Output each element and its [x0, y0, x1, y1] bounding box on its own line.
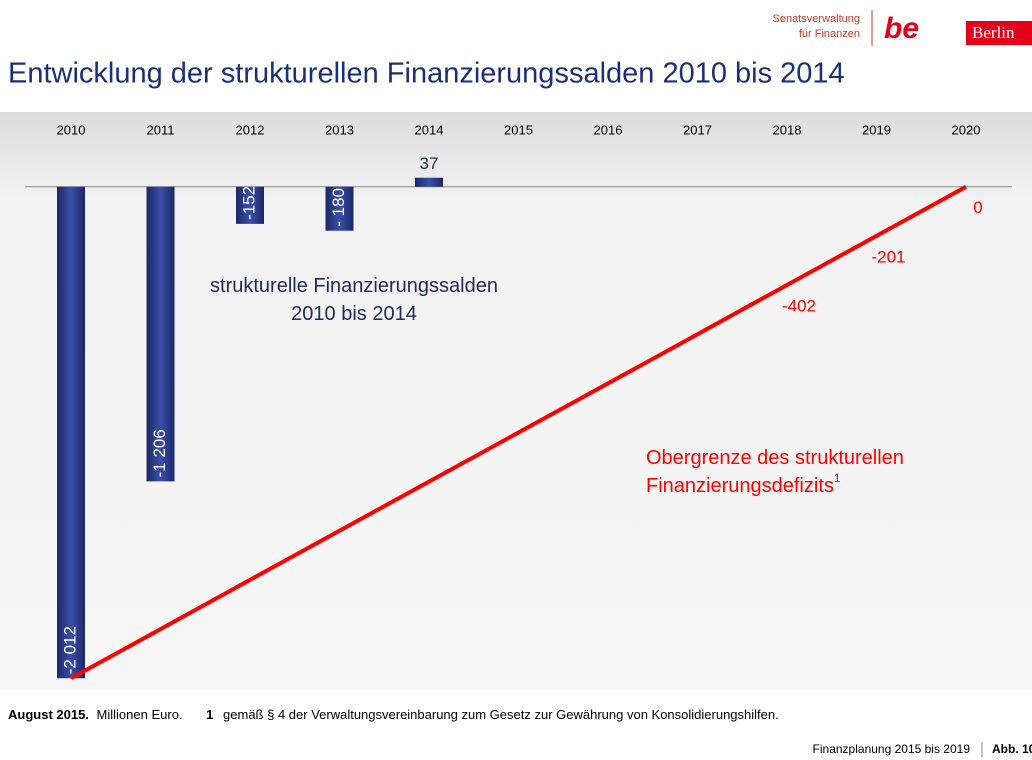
date: August 2015. [8, 707, 89, 722]
annotation-line: Finanzierungsdefizits [646, 475, 834, 497]
source: Finanzplanung 2015 bis 2019 [813, 742, 971, 756]
x-tick-label: 2012 [236, 122, 265, 137]
bar [415, 177, 443, 187]
dept: Senatsverwaltung [773, 13, 860, 25]
city: Berlin [972, 23, 1015, 42]
x-tick-label: 2017 [683, 122, 712, 137]
chart-title: Entwicklung der strukturellen Finanzieru… [8, 58, 845, 90]
logo-box [966, 21, 1032, 45]
bar [146, 186, 175, 482]
line-label: -402 [782, 296, 816, 315]
annotation: strukturelle Finanzierungssalden 2010 bis… [210, 275, 498, 325]
note: gemäß § 4 der Verwaltungsvereinbarung zu… [223, 707, 779, 722]
limit-line [70, 185, 967, 681]
x-tick-label: 2013 [325, 122, 354, 137]
x-tick-label: 2020 [952, 122, 981, 137]
bar [57, 186, 85, 679]
dept: für Finanzen [799, 28, 860, 40]
figure: Abb. 10 [992, 742, 1032, 756]
annotation-line: strukturelle Finanzierungssalden [210, 275, 498, 297]
bar-label: 37 [420, 154, 439, 173]
superscript: 1 [834, 471, 841, 485]
annotation: Obergrenze des strukturellen Finanzierung… [646, 447, 904, 497]
bar-label: - 180 [329, 188, 348, 227]
x-tick-label: 2016 [594, 122, 623, 137]
annotation-line: Obergrenze des strukturellen [646, 447, 904, 469]
x-tick-label: 2014 [415, 122, 444, 137]
bar [325, 186, 354, 231]
footer-note: August 2015. Millionen Euro. 1 gemäß § 4… [8, 707, 779, 722]
x-tick-label: 2015 [504, 122, 533, 137]
line-label: -201 [871, 247, 905, 266]
bar [236, 186, 264, 224]
x-tick-label: 2011 [147, 122, 175, 137]
bar-label: -2 012 [60, 626, 79, 674]
x-tick-label: 2019 [862, 122, 891, 137]
x-tick-label: 2018 [773, 122, 802, 137]
annotation-line: 2010 bis 2014 [291, 303, 417, 325]
logo: be [884, 12, 919, 45]
x-tick-label: 2010 [57, 122, 86, 137]
bar-label: -152 [239, 186, 258, 220]
unit: Millionen Euro. [97, 707, 183, 722]
line-label: 0 [973, 198, 982, 217]
bar-label: -1 206 [150, 429, 169, 477]
note-number: 1 [206, 707, 213, 722]
